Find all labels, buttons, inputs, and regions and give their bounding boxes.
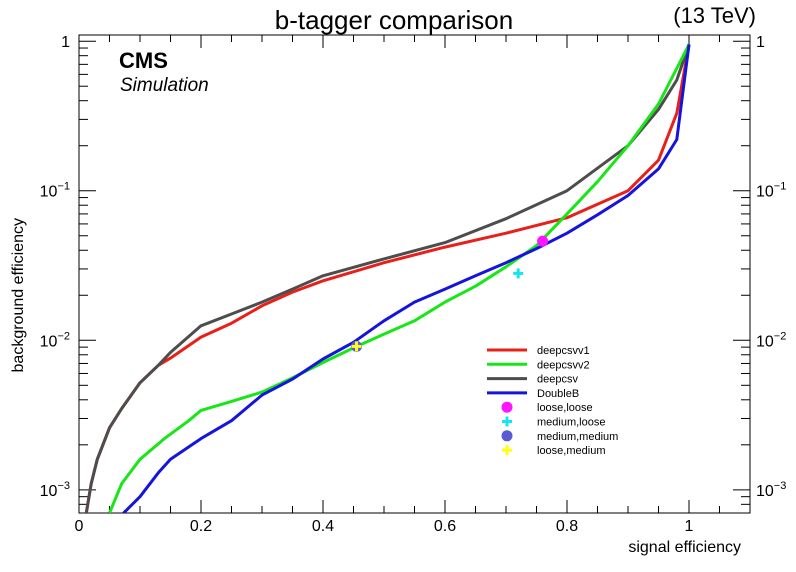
plot-border <box>78 34 751 514</box>
legend-marker-medium-medium <box>501 430 513 442</box>
x-tick-label: 0.2 <box>190 518 212 535</box>
legend-label: loose,loose <box>537 402 593 414</box>
x-axis-label: signal efficiency <box>628 539 741 556</box>
legend-marker-loose-loose <box>501 401 513 413</box>
series-line-deepcsvv2 <box>108 43 691 513</box>
working-point-loose-loose <box>537 235 549 247</box>
chart-title: b-tagger comparison <box>275 5 513 35</box>
axis-ticks <box>78 35 751 514</box>
y-tick-label-left: 10−1 <box>40 181 70 201</box>
y-tick-label-left: 10−2 <box>40 330 70 350</box>
legend-marker-medium-loose <box>502 416 512 427</box>
x-tick-label: 0 <box>75 518 84 535</box>
plot-frame <box>78 34 751 514</box>
legend: deepcsvv1 deepcsvv2 deepcsv DoubleB loose,lo… <box>487 345 618 457</box>
x-tick-label: 0.4 <box>312 518 334 535</box>
x-tick-label: 0.6 <box>434 518 456 535</box>
y-tick-label-left: 10−3 <box>40 480 70 500</box>
x-tick-labels: 0 0.2 0.4 0.6 0.8 1 <box>75 518 694 535</box>
legend-label: DoubleB <box>537 388 579 400</box>
legend-label: deepcsv <box>537 374 578 386</box>
legend-marker-loose-medium <box>502 445 512 456</box>
y-tick-label-left: 1 <box>61 34 70 51</box>
energy-label: (13 TeV) <box>673 3 756 28</box>
x-tick-label: 0.8 <box>556 518 578 535</box>
legend-label: medium,medium <box>537 431 618 443</box>
y-tick-labels-right: 1 10−1 10−2 10−3 <box>756 34 786 500</box>
y-tick-label-right: 10−2 <box>756 330 786 350</box>
working-points <box>351 235 549 352</box>
legend-label: deepcsvv1 <box>537 345 590 357</box>
simulation-label: Simulation <box>120 75 209 96</box>
series-line-doubleb <box>121 44 691 513</box>
roc-curves <box>84 43 691 513</box>
legend-label: deepcsvv2 <box>537 359 590 371</box>
legend-label: loose,medium <box>537 445 605 457</box>
working-point-loose-medium <box>351 341 362 352</box>
legend-label: medium,loose <box>537 417 605 429</box>
y-tick-labels-left: 1 10−1 10−2 10−3 <box>40 34 70 500</box>
series-line-deepcsv <box>84 44 691 513</box>
y-tick-label-right: 1 <box>756 34 765 51</box>
cms-label: CMS <box>119 48 168 73</box>
y-axis-label: background efficiency <box>10 218 27 372</box>
working-point-medium-loose <box>513 268 524 279</box>
y-tick-label-right: 10−3 <box>756 480 786 500</box>
x-tick-label: 1 <box>685 518 694 535</box>
y-tick-label-right: 10−1 <box>756 181 786 201</box>
